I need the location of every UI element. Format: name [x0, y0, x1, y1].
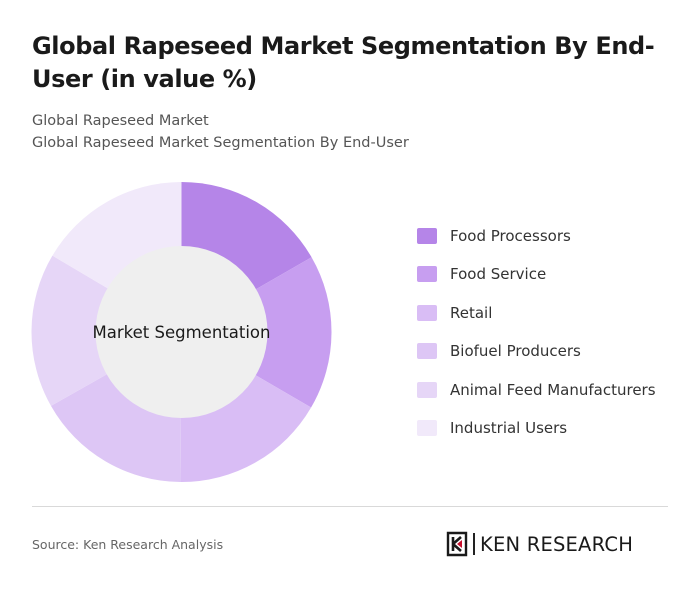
- legend-item: Food Processors: [417, 224, 571, 248]
- legend-label: Food Processors: [450, 227, 571, 245]
- chart-title: Global Rapeseed Market Segmentation By E…: [32, 32, 655, 93]
- legend-label: Industrial Users: [450, 419, 568, 437]
- legend-swatch: [417, 304, 437, 321]
- legend-item: Industrial Users: [417, 416, 567, 440]
- brand-name: KEN RESEARCH: [480, 532, 634, 556]
- chart-subtitle-market: Global Rapeseed Market: [32, 113, 209, 129]
- legend-swatch: [417, 420, 437, 436]
- legend-item: Animal Feed Manufacturers: [417, 378, 656, 402]
- logo-separator: [473, 533, 475, 555]
- ken-research-logo-icon: [446, 531, 468, 557]
- legend-label: Animal Feed Manufacturers: [450, 380, 656, 399]
- ken-research-logo: KEN RESEARCH: [446, 530, 633, 558]
- donut-center: [95, 246, 268, 418]
- footer-divider: [32, 506, 668, 507]
- legend-swatch: [417, 381, 437, 398]
- legend-swatch: [417, 266, 437, 283]
- chart-subtitle-segment: Global Rapeseed Market Segmentation By E…: [32, 135, 409, 151]
- legend-swatch: [417, 343, 437, 360]
- legend-swatch: [417, 228, 437, 244]
- legend-item: Retail: [417, 301, 492, 325]
- legend-label: Food Service: [450, 265, 547, 284]
- donut-center-label: Market Segmentation: [93, 323, 271, 342]
- source-note: Source: Ken Research Analysis: [32, 537, 224, 552]
- legend-label: Biofuel Producers: [450, 342, 581, 361]
- legend-item: Food Service: [417, 262, 546, 286]
- legend-item: Biofuel Producers: [417, 339, 581, 363]
- legend-label: Retail: [450, 303, 493, 322]
- donut-chart: Market Segmentation: [31, 182, 332, 482]
